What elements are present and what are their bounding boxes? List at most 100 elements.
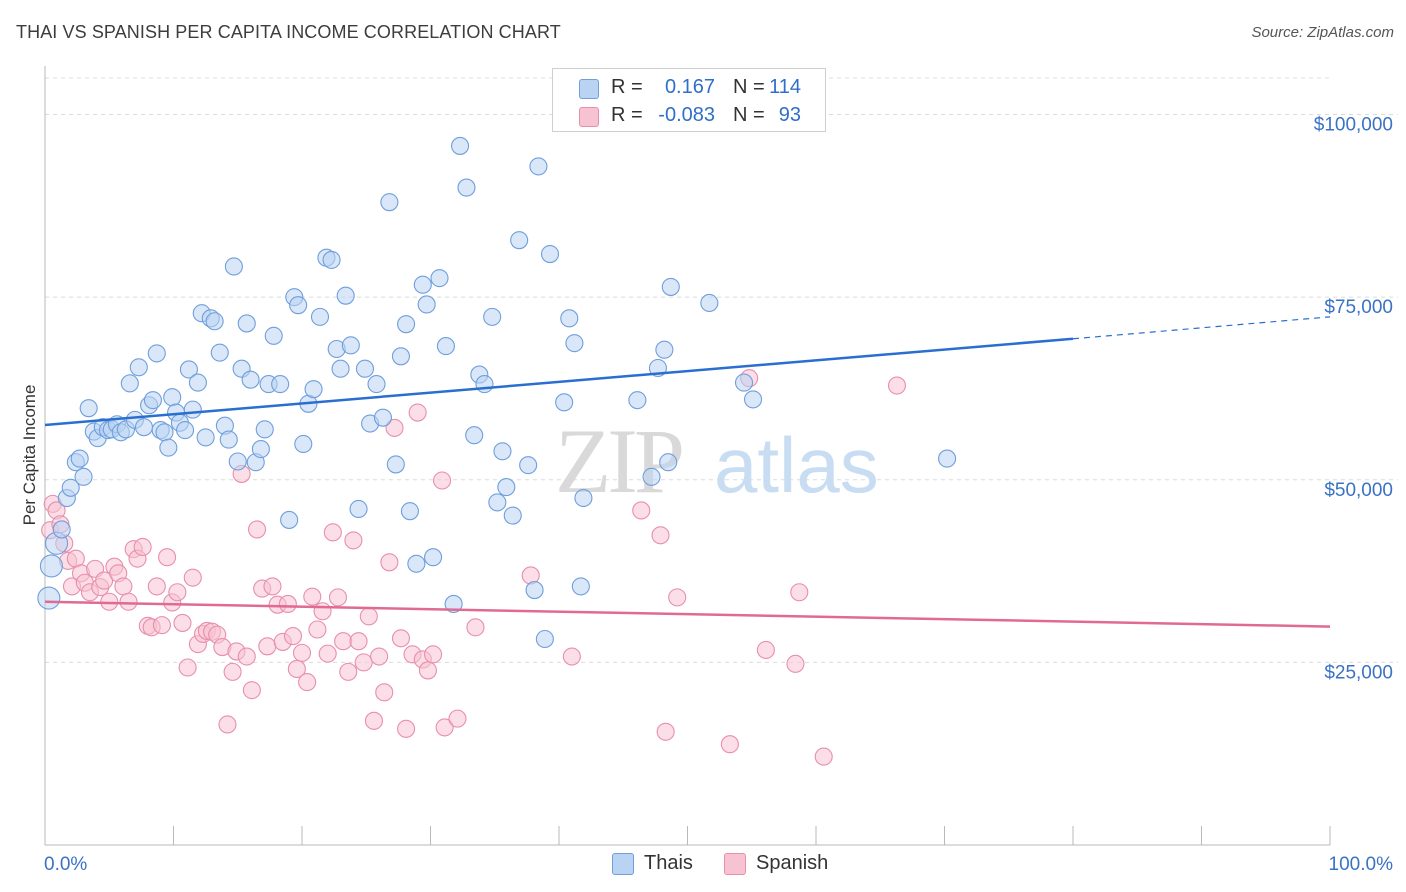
thais-point bbox=[304, 380, 323, 399]
thais-point bbox=[237, 314, 256, 333]
spanish-point bbox=[408, 403, 427, 422]
thais-point bbox=[79, 399, 98, 418]
thais-points bbox=[37, 136, 957, 649]
thais-point bbox=[134, 418, 153, 437]
spanish-point bbox=[466, 618, 485, 637]
spanish-point bbox=[95, 571, 114, 590]
correlation-stats-box: R = 0.167 N = 114 R = -0.083 N = 93 bbox=[552, 68, 826, 132]
thais-point bbox=[210, 343, 229, 362]
y-axis-label: Per Capita Income bbox=[20, 385, 39, 526]
spanish-point bbox=[147, 577, 166, 596]
thais-point bbox=[444, 594, 463, 613]
thais-point bbox=[74, 467, 93, 486]
spanish-point bbox=[814, 747, 833, 766]
thais-trend-extension bbox=[1072, 316, 1331, 340]
thais-point bbox=[540, 244, 560, 264]
thais-point bbox=[417, 295, 436, 314]
thais-point bbox=[529, 157, 548, 176]
thais-point bbox=[661, 277, 680, 296]
thais-point bbox=[407, 554, 426, 573]
thais-point bbox=[391, 347, 410, 366]
spanish-r-label: R = bbox=[611, 104, 643, 126]
spanish-point bbox=[380, 553, 399, 572]
thais-point bbox=[659, 453, 678, 472]
thais-swatch bbox=[579, 79, 599, 99]
spanish-point bbox=[168, 583, 187, 602]
thais-point bbox=[655, 340, 674, 359]
spanish-point bbox=[308, 620, 327, 639]
thais-point bbox=[271, 375, 290, 394]
spanish-point bbox=[242, 681, 261, 700]
thais-point bbox=[510, 231, 529, 250]
thais-point bbox=[525, 581, 544, 600]
spanish-r-value: -0.083 bbox=[658, 104, 715, 126]
thais-point bbox=[413, 275, 432, 294]
spanish-point bbox=[263, 577, 282, 596]
thais-point bbox=[743, 390, 763, 409]
spanish-point bbox=[178, 658, 197, 677]
spanish-point bbox=[339, 662, 358, 681]
chart-title: THAI VS SPANISH PER CAPITA INCOME CORREL… bbox=[16, 22, 561, 42]
thais-point bbox=[483, 307, 502, 326]
spanish-point bbox=[173, 613, 192, 632]
thais-point bbox=[120, 374, 139, 393]
spanish-point bbox=[237, 647, 256, 666]
thais-point bbox=[129, 358, 148, 377]
x-tick-label: 0.0% bbox=[44, 854, 87, 875]
spanish-point bbox=[448, 709, 467, 728]
thais-point bbox=[159, 438, 178, 457]
spanish-point bbox=[391, 629, 410, 648]
y-tick-label: $100,000 bbox=[1314, 115, 1393, 136]
thais-point bbox=[289, 296, 308, 315]
y-tick-label: $75,000 bbox=[1324, 297, 1393, 318]
thais-point bbox=[367, 375, 386, 394]
thais-n-label: N = bbox=[733, 76, 765, 98]
thais-point bbox=[386, 455, 405, 474]
spanish-point bbox=[370, 647, 389, 666]
thais-point bbox=[555, 393, 574, 412]
spanish-point bbox=[283, 627, 303, 646]
thais-point bbox=[176, 421, 195, 440]
thais-point bbox=[574, 488, 593, 508]
axes bbox=[44, 66, 1331, 846]
spanish-point bbox=[323, 523, 342, 542]
thais-r-label: R = bbox=[611, 76, 643, 98]
thais-point bbox=[430, 269, 449, 288]
x-tick-labels: 0.0% 100.0% bbox=[44, 854, 1393, 875]
thais-point bbox=[331, 359, 350, 378]
spanish-point bbox=[292, 643, 312, 662]
thais-point bbox=[497, 478, 516, 497]
thais-legend-label: Thais bbox=[644, 852, 693, 874]
thais-point bbox=[642, 467, 661, 486]
thais-point bbox=[493, 442, 512, 461]
thais-point bbox=[183, 400, 202, 419]
thais-point bbox=[373, 408, 393, 427]
thais-point bbox=[322, 250, 341, 269]
thais-point bbox=[336, 286, 355, 305]
thais-point bbox=[380, 193, 399, 212]
thais-point bbox=[400, 502, 419, 521]
spanish-point bbox=[114, 577, 133, 596]
spanish-point bbox=[119, 592, 138, 611]
y-tick-label: $50,000 bbox=[1324, 480, 1393, 501]
thais-point bbox=[565, 334, 584, 353]
x-tick-label: 100.0% bbox=[1329, 854, 1394, 875]
thais-point bbox=[143, 391, 162, 410]
spanish-point bbox=[183, 568, 202, 587]
thais-trend-line bbox=[44, 337, 1074, 427]
spanish-point bbox=[359, 607, 378, 626]
spanish-point bbox=[790, 583, 809, 602]
thais-point bbox=[628, 391, 647, 410]
thais-point bbox=[341, 336, 360, 355]
thais-point bbox=[734, 373, 754, 392]
thais-point bbox=[61, 478, 80, 497]
thais-point bbox=[280, 510, 299, 529]
thais-point bbox=[228, 452, 247, 471]
y-tick-label: $25,000 bbox=[1324, 662, 1393, 683]
thais-point bbox=[397, 315, 416, 334]
spanish-point bbox=[375, 683, 394, 702]
spanish-point bbox=[632, 501, 651, 520]
spanish-point bbox=[668, 588, 687, 607]
spanish-point bbox=[318, 644, 337, 663]
thais-point bbox=[503, 506, 522, 525]
